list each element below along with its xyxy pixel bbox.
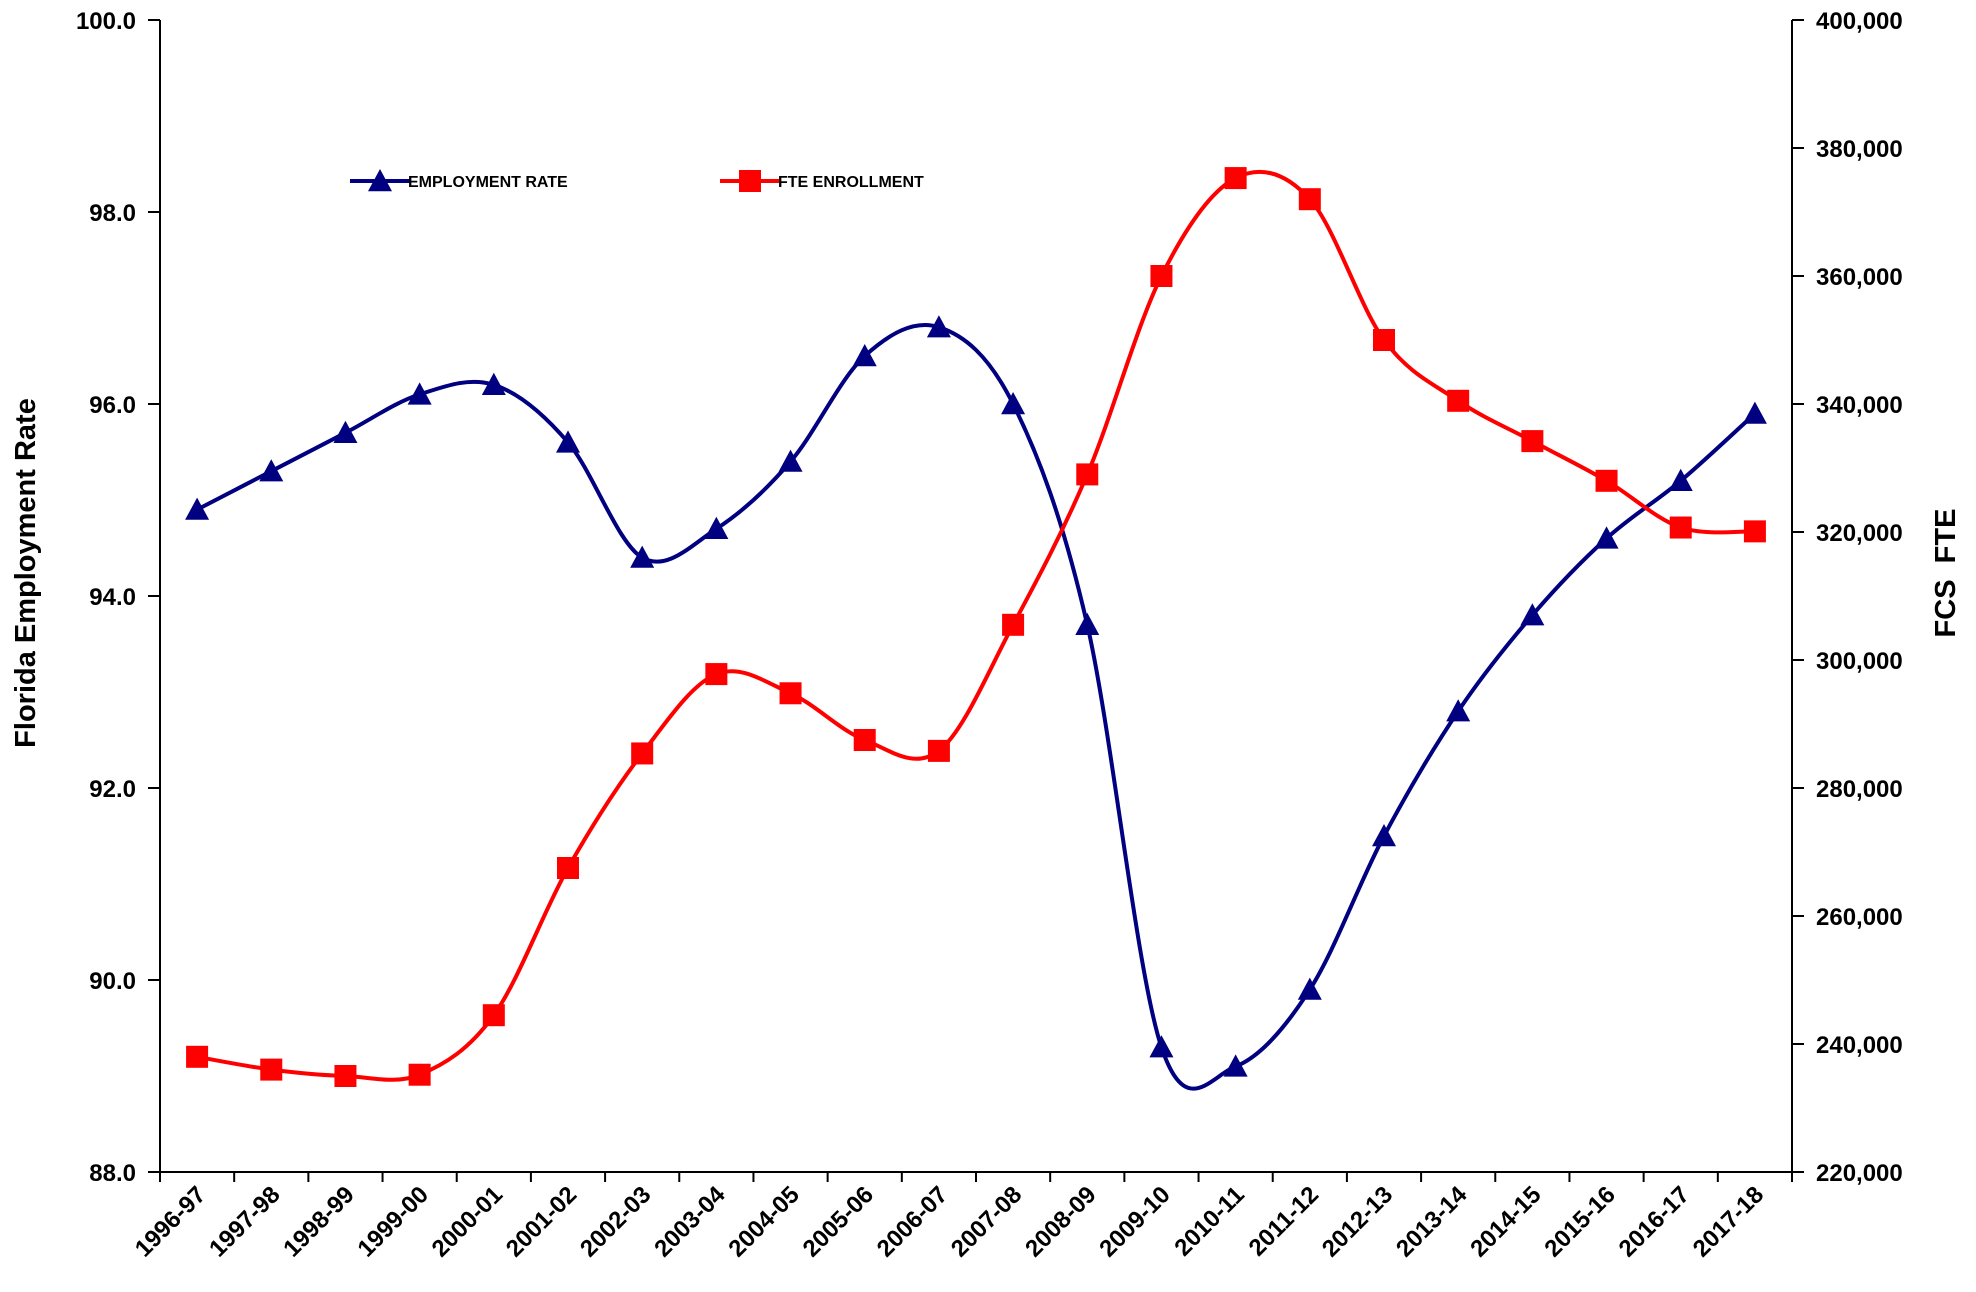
triangle-marker [1297, 977, 1322, 1000]
square-marker [482, 1004, 505, 1027]
x-tick-label: 2008-09 [1020, 1181, 1101, 1262]
left-tick-label: 90.0 [89, 968, 136, 995]
x-tick-label: 2007-08 [946, 1181, 1027, 1262]
x-tick-label: 1997-98 [204, 1181, 285, 1262]
right-tick-label: 220,000 [1816, 1160, 1903, 1187]
legend-label: EMPLOYMENT RATE [408, 174, 568, 191]
x-tick-label: 2003-04 [649, 1181, 731, 1263]
triangle-marker [852, 344, 877, 367]
triangle-marker [1594, 526, 1619, 549]
legend-item: EMPLOYMENT RATE [350, 169, 568, 192]
triangle-marker [481, 372, 506, 395]
x-tick-label: 2012-13 [1317, 1181, 1398, 1262]
square-marker [1002, 613, 1025, 636]
left-axis-title: Florida Employment Rate [10, 398, 42, 748]
triangle-marker [1520, 603, 1545, 626]
triangle-marker [556, 430, 580, 453]
right-tick-label: 300,000 [1816, 648, 1903, 675]
x-tick-label: 2014-15 [1465, 1181, 1546, 1262]
triangle-marker [185, 497, 210, 520]
square-marker [1669, 516, 1692, 539]
left-tick-label: 94.0 [89, 584, 136, 611]
x-tick-label: 2013-14 [1391, 1181, 1473, 1263]
x-tick-label: 2004-05 [723, 1181, 804, 1262]
square-marker [779, 682, 802, 705]
right-tick-label: 380,000 [1816, 136, 1903, 163]
square-marker [631, 742, 654, 765]
right-tick-label: 320,000 [1816, 520, 1903, 547]
triangle-marker [778, 449, 803, 472]
x-tick-label: 2001-02 [501, 1181, 582, 1262]
x-tick-label: 2011-12 [1244, 1181, 1324, 1261]
square-marker [853, 729, 876, 751]
series-fte-enrollment [186, 167, 1766, 1087]
x-tick-label: 2000-01 [427, 1181, 508, 1262]
series-layer [185, 167, 1767, 1091]
triangle-marker [1223, 1054, 1248, 1077]
x-tick-label: 1996-97 [130, 1181, 211, 1262]
left-tick-label: 98.0 [89, 200, 136, 227]
square-marker [1298, 188, 1321, 211]
x-tick-label: 2015-16 [1539, 1181, 1620, 1262]
x-tick-label: 2005-06 [798, 1181, 879, 1262]
square-marker [1076, 463, 1099, 486]
triangle-marker [259, 459, 284, 482]
series-line [196, 322, 1757, 1091]
triangle-marker [926, 315, 951, 338]
series-employment-rate [185, 315, 1767, 1091]
right-tick-label: 260,000 [1816, 904, 1903, 931]
triangle-marker [1001, 392, 1026, 415]
right-tick-label: 280,000 [1816, 776, 1903, 803]
square-marker [334, 1065, 357, 1087]
legend-marker [368, 169, 392, 192]
square-marker [1373, 329, 1395, 351]
x-tick-label: 2016-17 [1614, 1181, 1695, 1262]
triangle-marker [1075, 612, 1100, 635]
triangle-marker [407, 382, 432, 405]
left-tick-label: 100.0 [76, 8, 136, 35]
square-marker [557, 857, 579, 879]
triangle-marker [1668, 468, 1693, 491]
square-marker [1224, 167, 1247, 190]
triangle-marker [1149, 1035, 1174, 1058]
square-marker [1743, 520, 1766, 543]
x-tick-label: 2002-03 [575, 1181, 656, 1262]
legend: EMPLOYMENT RATE FTE ENROLLMENT [350, 169, 924, 192]
square-marker [1595, 469, 1618, 492]
square-marker [927, 739, 950, 762]
square-marker [186, 1045, 209, 1068]
triangle-marker [1742, 401, 1767, 424]
triangle-marker [1372, 824, 1396, 847]
square-marker [1447, 389, 1470, 412]
x-tick-label: 2017-18 [1688, 1181, 1769, 1262]
triangle-marker [333, 420, 358, 443]
legend-marker [739, 170, 761, 192]
square-marker [260, 1058, 283, 1081]
legend-item: FTE ENROLLMENT [720, 170, 924, 192]
square-marker [705, 663, 728, 686]
x-tick-label: 2010-11 [1169, 1181, 1249, 1261]
x-tick-label: 2009-10 [1094, 1181, 1175, 1262]
left-tick-label: 88.0 [89, 1160, 136, 1187]
square-marker [1150, 265, 1173, 287]
triangle-marker [704, 516, 729, 539]
triangle-marker [630, 545, 655, 568]
x-tick-label: 1998-99 [278, 1181, 359, 1262]
square-marker [1521, 430, 1544, 453]
x-tick-label: 2006-07 [872, 1181, 953, 1262]
right-tick-label: 400,000 [1816, 8, 1903, 35]
right-tick-label: 240,000 [1816, 1032, 1903, 1059]
right-tick-label: 340,000 [1816, 392, 1903, 419]
left-tick-label: 96.0 [89, 392, 136, 419]
triangle-marker [1446, 699, 1471, 722]
square-marker [408, 1063, 431, 1086]
right-tick-label: 360,000 [1816, 264, 1903, 291]
x-tick-label: 1999-00 [353, 1181, 434, 1262]
legend-label: FTE ENROLLMENT [778, 174, 924, 191]
left-tick-label: 92.0 [89, 776, 136, 803]
right-axis-title: FCS FTE [1930, 509, 1962, 638]
